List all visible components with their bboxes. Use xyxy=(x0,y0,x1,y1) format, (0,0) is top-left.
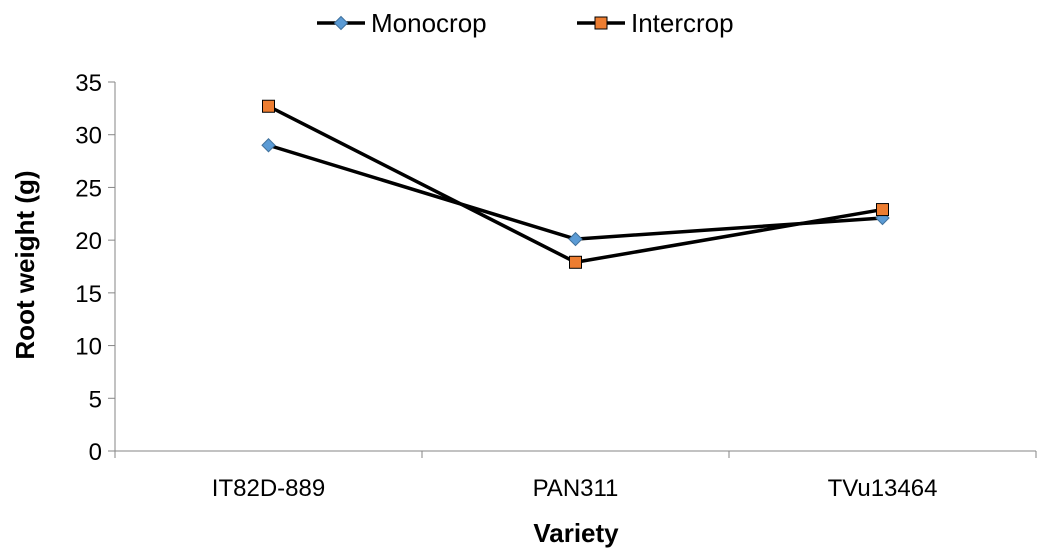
legend-item-monocrop: Monocrop xyxy=(317,8,487,38)
series-layer xyxy=(261,99,890,269)
legend-item-intercrop: Intercrop xyxy=(577,8,734,38)
legend-marker-intercrop xyxy=(594,16,608,30)
series-intercrop xyxy=(262,99,889,269)
y-tick-label: 10 xyxy=(75,334,102,361)
x-tick-label: IT82D-889 xyxy=(212,475,325,502)
x-tick-label: PAN311 xyxy=(533,475,619,502)
y-axis: 0 5 10 15 20 25 30 35 xyxy=(75,70,116,466)
y-tick-label: 5 xyxy=(89,386,102,413)
y-tick-label: 20 xyxy=(75,228,102,255)
y-tick-label: 25 xyxy=(75,175,102,202)
x-axis: IT82D-889 PAN311 TVu13464 xyxy=(114,450,1037,502)
y-tick-label: 30 xyxy=(75,123,102,150)
y-tick-label: 0 xyxy=(89,439,102,466)
x-axis-title: Variety xyxy=(533,518,619,548)
legend-label: Monocrop xyxy=(371,8,487,38)
y-tick-label: 15 xyxy=(75,281,102,308)
legend-marker-monocrop xyxy=(333,15,349,31)
legend: Monocrop Intercrop xyxy=(317,8,734,38)
series-monocrop xyxy=(261,138,890,247)
data-point-intercrop xyxy=(876,203,889,217)
data-point-intercrop xyxy=(262,99,275,113)
legend-label: Intercrop xyxy=(631,8,734,38)
y-tick-label: 35 xyxy=(75,70,102,97)
data-point-monocrop xyxy=(261,138,276,153)
y-axis-title: Root weight (g) xyxy=(10,170,40,359)
x-tick-label: TVu13464 xyxy=(828,475,938,502)
data-point-monocrop xyxy=(568,231,583,247)
data-point-intercrop xyxy=(569,255,582,269)
